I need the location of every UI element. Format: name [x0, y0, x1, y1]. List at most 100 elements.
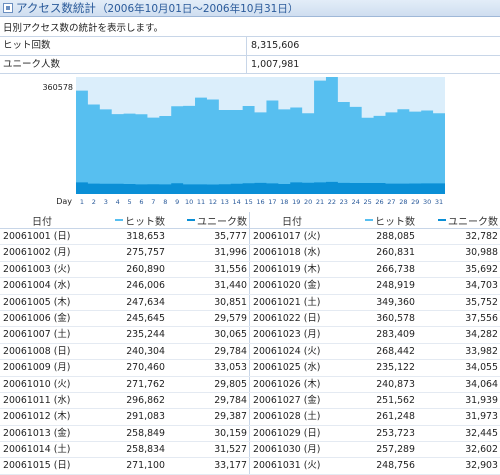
row-date: 20061021 (土)	[253, 296, 321, 308]
hits-bar	[207, 100, 219, 194]
x-tick-label: 23	[340, 198, 348, 206]
row-date: 20061020 (金)	[253, 280, 321, 292]
x-tick-label: 16	[256, 198, 264, 206]
table-row: 20061001 (日) 318,653 35,777 20061017 (火) 288…	[0, 229, 500, 246]
table-row: 20061015 (日) 271,100 33,177 20061031 (火) 248…	[0, 458, 500, 475]
row-hits: 271,762	[126, 378, 165, 390]
uniques-bar	[124, 184, 136, 194]
row-uniques: 34,282	[465, 329, 498, 341]
series-hits	[76, 77, 445, 194]
row-date: 20061010 (火)	[3, 378, 71, 390]
hits-legend-icon	[115, 219, 123, 221]
x-tick-label: 25	[363, 198, 371, 206]
uniques-bar	[302, 183, 314, 194]
uniques-bar	[338, 183, 350, 194]
table-row: 20061006 (金) 245,645 29,579 20061022 (日) 360…	[0, 310, 500, 328]
uniques-bar	[362, 183, 374, 194]
row-date: 20061026 (木)	[253, 378, 321, 390]
x-tick-label: 30	[423, 198, 431, 206]
row-uniques: 35,692	[465, 263, 498, 275]
x-tick-label: 27	[387, 198, 395, 206]
row-date: 20061030 (月)	[253, 444, 321, 456]
row-hits: 251,562	[376, 394, 415, 406]
hits-bar	[159, 116, 171, 194]
row-date: 20061022 (日)	[253, 312, 321, 324]
x-tick-label: 26	[375, 198, 383, 206]
hits-bar	[195, 98, 207, 194]
row-date: 20061024 (火)	[253, 345, 321, 357]
header-hits-right: ヒット数	[334, 212, 417, 228]
uniques-bar	[112, 184, 124, 194]
daily-table: 日付 ヒット数 ユニーク数 日付 ヒット数 ユニーク数 20061001 (日)…	[0, 212, 500, 475]
hits-bar	[374, 116, 386, 194]
row-uniques: 32,602	[465, 444, 498, 456]
uniques-bar	[290, 182, 302, 194]
hits-total: 8,315,606	[251, 40, 300, 51]
x-tick-label: 15	[244, 198, 252, 206]
row-uniques: 29,387	[167, 409, 250, 425]
x-tick-label: 13	[221, 198, 229, 206]
row-uniques: 31,996	[167, 245, 250, 261]
uniques-legend-icon-right	[438, 219, 446, 221]
table-row: 20061012 (木) 291,083 29,387 20061028 (土) 261…	[0, 409, 500, 426]
table-row: 20061003 (火) 260,890 31,556 20061019 (木) 266…	[0, 261, 500, 279]
row-date: 20061019 (木)	[253, 263, 321, 275]
row-date: 20061023 (月)	[253, 329, 321, 341]
hits-bar	[421, 111, 433, 194]
hits-bar	[385, 112, 397, 194]
x-tick-label: 14	[233, 198, 241, 206]
row-hits: 246,006	[126, 280, 165, 292]
uniques-bar	[374, 183, 386, 194]
row-hits: 248,919	[376, 280, 415, 292]
row-hits: 258,849	[126, 427, 165, 439]
hits-bar	[278, 109, 290, 194]
row-uniques: 29,805	[167, 376, 250, 392]
row-hits: 240,873	[376, 378, 415, 390]
row-date: 20061014 (土)	[3, 444, 71, 456]
row-hits: 360,578	[376, 312, 415, 324]
uniques-bar	[231, 184, 243, 194]
x-tick-label: 21	[316, 198, 324, 206]
hits-bar	[397, 109, 409, 194]
row-hits: 349,360	[376, 296, 415, 308]
row-uniques: 33,982	[465, 345, 498, 357]
row-uniques: 34,703	[465, 280, 498, 292]
row-date: 20061028 (土)	[253, 411, 321, 423]
x-tick-label: 12	[209, 198, 217, 206]
table-row: 20061014 (土) 258,834 31,527 20061030 (月) 257…	[0, 442, 500, 459]
row-date: 20061003 (火)	[3, 263, 71, 275]
row-uniques: 29,784	[167, 343, 250, 360]
uniques-bar	[76, 182, 88, 194]
hits-legend-icon-right	[365, 219, 373, 221]
uniques-legend-icon	[187, 219, 195, 221]
row-date: 20061001 (日)	[3, 231, 71, 242]
hits-bar	[255, 112, 267, 194]
hits-bar	[302, 113, 314, 194]
table-row: 20061009 (月) 270,460 33,053 20061025 (水) 235…	[0, 360, 500, 377]
table-row: 20061002 (月) 275,757 31,996 20061018 (水) 260…	[0, 245, 500, 262]
table-row: 20061004 (水) 246,006 31,440 20061020 (金) 248…	[0, 278, 500, 295]
hits-bar	[290, 107, 302, 194]
table-row: 20061010 (火) 271,762 29,805 20061026 (木) 240…	[0, 376, 500, 393]
summary-table: ヒット回数 8,315,606 ユニーク人数 1,007,981	[0, 36, 500, 74]
hits-bar	[219, 110, 231, 194]
uniques-bar	[409, 183, 421, 194]
x-tick-label: 29	[411, 198, 419, 206]
uniques-bar	[397, 184, 409, 194]
uniques-bar	[219, 184, 231, 194]
row-date: 20061013 (金)	[3, 427, 71, 439]
x-tick-label: 8	[163, 198, 167, 206]
hits-bar	[183, 106, 195, 194]
section-icon	[3, 3, 13, 13]
uniques-bar	[433, 183, 445, 194]
row-uniques: 30,065	[167, 327, 250, 343]
hits-bar	[433, 113, 445, 194]
row-uniques: 30,851	[167, 294, 250, 310]
hits-bar	[243, 106, 255, 194]
uniques-bar	[255, 183, 267, 194]
row-hits: 266,738	[376, 263, 415, 275]
x-tick-label: 18	[280, 198, 288, 206]
uniques-bar	[183, 184, 195, 194]
row-date: 20061017 (火)	[253, 231, 321, 242]
